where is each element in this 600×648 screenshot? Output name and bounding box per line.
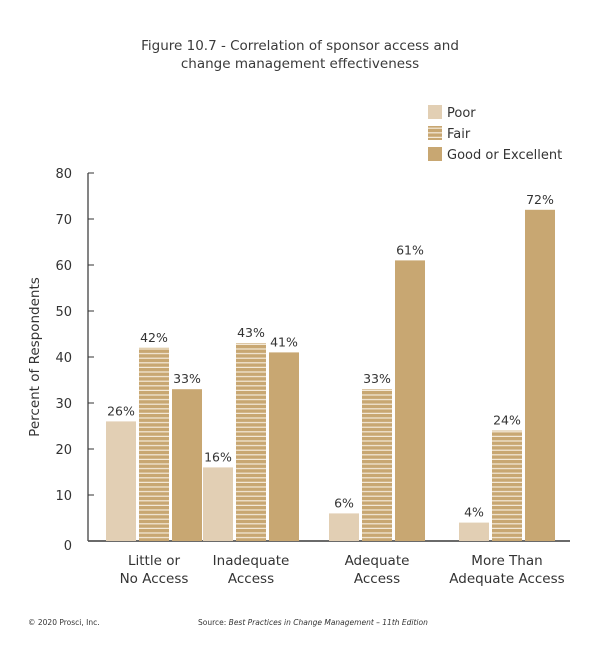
x-category-label: Inadequate [213, 553, 290, 569]
bar-value-label: 33% [173, 371, 201, 386]
bar-poor [106, 421, 136, 541]
y-axis-label: Percent of Respondents [27, 277, 43, 437]
y-tick-label: 50 [55, 305, 72, 320]
legend-label: Poor [447, 106, 476, 121]
bar-good-or-excellent [525, 209, 555, 542]
chart-title-line: change management effectiveness [181, 56, 419, 72]
y-tick-label: 30 [55, 397, 72, 412]
chart-title-line: Figure 10.7 - Correlation of sponsor acc… [141, 38, 459, 54]
x-category-label: No Access [120, 571, 189, 587]
x-category-label: Adequate [345, 553, 410, 569]
bar-good-or-excellent [395, 260, 425, 541]
x-category-label: Adequate Access [449, 571, 564, 587]
y-tick-label: 80 [55, 167, 72, 182]
bar-value-label: 6% [334, 495, 354, 510]
bar-value-label: 43% [237, 325, 265, 340]
bar-poor [459, 522, 489, 541]
bar-fair [236, 343, 266, 541]
y-tick-label: 0 [64, 539, 72, 554]
bar-good-or-excellent [172, 389, 202, 541]
bar-value-label: 42% [140, 330, 168, 345]
legend-swatch-good-or-excellent [428, 147, 442, 161]
legend-label: Fair [447, 127, 471, 142]
bar-poor [329, 513, 359, 541]
bar-value-label: 72% [526, 192, 554, 207]
source-text: Source: Best Practices in Change Managem… [198, 618, 428, 627]
legend-swatch-fair [428, 126, 442, 140]
source-title: Best Practices in Change Management – 11… [229, 618, 428, 627]
y-tick-label: 20 [55, 443, 72, 458]
bar-fair [492, 430, 522, 541]
source-prefix: Source: [198, 618, 229, 627]
bar-value-label: 24% [493, 413, 521, 428]
bar-fair [362, 389, 392, 541]
y-tick-label: 10 [55, 489, 72, 504]
bar-poor [203, 467, 233, 541]
x-category-label: More Than [471, 553, 542, 569]
x-category-label: Access [354, 571, 400, 587]
bar-value-label: 4% [464, 505, 484, 520]
y-tick-label: 60 [55, 259, 72, 274]
bar-value-label: 16% [204, 449, 232, 464]
legend-swatch-poor [428, 105, 442, 119]
bar-value-label: 33% [363, 371, 391, 386]
bar-fair [139, 347, 169, 541]
x-category-label: Little or [128, 553, 180, 569]
bar-value-label: 26% [107, 403, 135, 418]
bar-good-or-excellent [269, 352, 299, 541]
legend-label: Good or Excellent [447, 148, 562, 163]
y-tick-label: 70 [55, 213, 72, 228]
x-category-label: Access [228, 571, 274, 587]
bar-value-label: 41% [270, 334, 298, 349]
y-tick-label: 40 [55, 351, 72, 366]
copyright-text: © 2020 Prosci, Inc. [28, 618, 100, 627]
bar-value-label: 61% [396, 242, 424, 257]
